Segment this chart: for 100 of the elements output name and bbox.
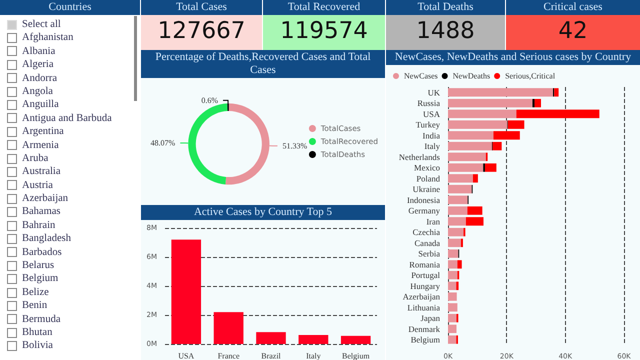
- y-tick-label: Mexico: [414, 162, 440, 173]
- bar: [448, 303, 458, 312]
- text: Total Cases: [141, 0, 262, 15]
- y-tick-label: Portugal: [411, 270, 441, 280]
- x-tick-label: France: [218, 352, 240, 360]
- bar: [516, 110, 600, 118]
- bar: [492, 142, 502, 150]
- text: Belarus: [22, 259, 54, 272]
- chart-title: Percentage of Deaths,Recovered Cases and Total Cases: [141, 50, 385, 78]
- bar: [448, 314, 457, 322]
- text: Bahrain: [22, 218, 56, 232]
- y-tick-label: Romania: [409, 259, 440, 270]
- bar: [467, 206, 482, 215]
- text: Austria: [22, 178, 53, 192]
- bar: [508, 120, 524, 129]
- bar: [466, 217, 484, 226]
- bar: [448, 282, 456, 290]
- y-tick-label: Netherlands: [398, 152, 440, 162]
- bar: [448, 142, 492, 150]
- bar: [534, 98, 541, 108]
- y-tick-label: Poland: [416, 173, 441, 184]
- bar: [448, 131, 494, 140]
- bar: [448, 120, 508, 129]
- x-tick-label: Belgium: [342, 352, 370, 360]
- text: Angola: [22, 84, 53, 98]
- bar: [448, 238, 461, 248]
- y-tick-label: Czechia: [412, 227, 440, 238]
- bar: [532, 98, 535, 108]
- text: Critical cases: [506, 0, 640, 15]
- legend-label: Serious,Critical: [505, 72, 556, 80]
- text: 127667: [156, 17, 246, 46]
- data-label: 51.33%: [282, 141, 308, 150]
- bar: [448, 335, 456, 344]
- bar: [493, 131, 520, 140]
- y-tick-label: Azerbaijan: [402, 292, 441, 302]
- bar: [448, 260, 458, 269]
- bar: [448, 270, 458, 280]
- text: 119574: [279, 17, 369, 46]
- chart-title: Active Cases by Country Top 5: [141, 205, 385, 220]
- text: Countries: [0, 0, 140, 15]
- data-label: 48.07%: [150, 138, 176, 148]
- text: Anguilla: [22, 98, 59, 112]
- bar: [448, 217, 466, 226]
- x-tick-label: USA: [178, 352, 194, 360]
- text: Total Deaths: [386, 0, 505, 15]
- text: 1488: [415, 17, 476, 46]
- legend-label: NewCases: [404, 72, 438, 80]
- bar: [171, 240, 202, 344]
- text: Albania: [22, 44, 56, 58]
- text: Benin: [22, 299, 48, 313]
- y-tick-label: Russia: [417, 98, 440, 108]
- text: Belgium: [22, 272, 58, 286]
- y-tick-label: USA: [422, 108, 441, 119]
- bar: [448, 249, 458, 258]
- bar: [472, 174, 478, 183]
- y-tick-label: Belgium: [410, 334, 440, 345]
- bar: [256, 332, 286, 344]
- text: Belize: [22, 286, 49, 300]
- text: 42: [557, 17, 589, 46]
- text: Bolivia: [22, 339, 53, 353]
- y-tick-label: Serbia: [418, 248, 440, 259]
- bar: [448, 206, 468, 215]
- y-tick-label: UK: [428, 87, 441, 98]
- bar: [484, 163, 496, 172]
- text: Barbados: [22, 246, 62, 260]
- text: Algeria: [22, 58, 54, 72]
- x-tick-label: Italy: [306, 352, 321, 360]
- text: Bermuda: [22, 312, 60, 326]
- y-tick-label: Hungary: [410, 280, 441, 291]
- text: Bhutan: [22, 326, 52, 340]
- text: Bahamas: [22, 205, 60, 219]
- bar: [448, 196, 468, 204]
- y-tick-label: Denmark: [408, 324, 441, 334]
- y-tick-label: India: [422, 130, 440, 140]
- bar: [214, 312, 244, 344]
- y-tick-label: Ukraine: [412, 184, 440, 194]
- bar: [448, 110, 516, 118]
- text: Total Recovered: [263, 0, 385, 15]
- bar: [448, 228, 464, 236]
- x-tick-label: Brazil: [261, 352, 282, 360]
- bar: [554, 88, 559, 97]
- legend-label: NewDeaths: [452, 72, 490, 80]
- text: Australia: [22, 165, 60, 179]
- bar: [448, 324, 457, 334]
- text: Afghanistan: [22, 31, 74, 45]
- bar: [448, 174, 473, 183]
- text: Andorra: [22, 72, 57, 85]
- text: Argentina: [22, 125, 64, 139]
- text: Armenia: [22, 138, 59, 152]
- bar: [340, 336, 371, 344]
- text: Azerbaijan: [22, 192, 68, 206]
- y-tick-label: Canada: [414, 238, 440, 248]
- y-tick-label: Japan: [420, 313, 441, 324]
- bar: [448, 163, 484, 172]
- text: Aruba: [22, 152, 48, 166]
- data-label: 0.6%: [201, 96, 218, 105]
- bar: [448, 184, 472, 194]
- bar: [448, 292, 457, 301]
- y-tick-label: Italy: [424, 141, 441, 152]
- bar: [456, 282, 459, 290]
